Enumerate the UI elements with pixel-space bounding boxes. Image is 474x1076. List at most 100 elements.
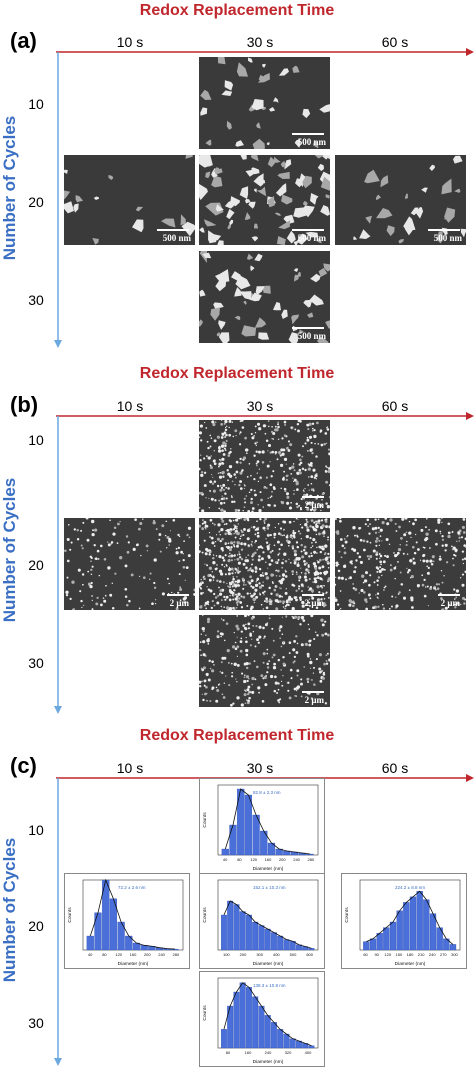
panel-c-col-30s: 30 s: [246, 760, 274, 776]
nanoparticle-dot: [297, 562, 299, 564]
nanoparticle-dot: [310, 482, 313, 485]
nanoparticle-dot: [324, 544, 328, 548]
nanoparticle-dot: [242, 587, 245, 590]
nanoparticle-dot: [305, 502, 308, 505]
nanoparticle-dot: [323, 535, 325, 537]
nanoparticle-dot: [90, 568, 93, 572]
nanoparticle-dot: [244, 674, 246, 676]
nanoparticle-dot: [321, 587, 323, 589]
flake-particle: [320, 205, 330, 216]
nanoparticle-dot: [225, 439, 228, 443]
histogram-bar: [277, 935, 284, 951]
flake-particle: [286, 230, 296, 244]
nanoparticle-dot: [231, 421, 234, 423]
flake-particle: [254, 317, 267, 328]
nanoparticle-dot: [412, 557, 415, 560]
nanoparticle-dot: [222, 619, 225, 622]
nanoparticle-dot: [301, 555, 305, 559]
nanoparticle-dot: [281, 573, 286, 577]
nanoparticle-dot: [259, 518, 262, 521]
y-axis-label: Counts: [202, 812, 208, 828]
nanoparticle-dot: [427, 566, 430, 570]
nanoparticle-dot: [319, 429, 323, 432]
nanoparticle-dot: [310, 519, 314, 522]
nanoparticle-dot: [310, 697, 314, 700]
nanoparticle-dot: [319, 577, 323, 581]
nanoparticle-dot: [393, 552, 395, 554]
nanoparticle-dot: [235, 531, 239, 535]
nanoparticle-dot: [441, 544, 444, 547]
nanoparticle-dot: [247, 685, 251, 689]
nanoparticle-dot: [109, 593, 113, 597]
nanoparticle-dot: [177, 591, 180, 594]
nanoparticle-dot: [228, 426, 230, 429]
panel-c-y-axis-label: Number of Cycles: [0, 837, 19, 983]
nanoparticle-dot: [309, 462, 313, 465]
nanoparticle-dot: [258, 625, 262, 629]
flake-particle: [215, 204, 224, 212]
nanoparticle-dot: [306, 607, 310, 610]
panel-a-scale-label: 500 nm: [433, 233, 462, 243]
flake-particle: [161, 218, 176, 228]
nanoparticle-dot: [111, 582, 114, 585]
nanoparticle-dot: [225, 433, 228, 437]
nanoparticle-dot: [247, 627, 250, 630]
nanoparticle-dot: [302, 445, 304, 448]
nanoparticle-dot: [285, 463, 287, 465]
nanoparticle-dot: [107, 566, 111, 570]
flake-particle: [276, 236, 286, 245]
nanoparticle-dot: [459, 603, 462, 606]
histogram-bar: [221, 848, 229, 856]
flake-particle: [293, 268, 299, 272]
nanoparticle-dot: [227, 487, 230, 490]
nanoparticle-dot: [385, 537, 389, 542]
nanoparticle-dot: [465, 546, 466, 549]
nanoparticle-dot: [397, 547, 402, 552]
flake-particle: [319, 104, 330, 113]
nanoparticle-dot: [315, 606, 319, 609]
nanoparticle-dot: [250, 594, 254, 598]
nanoparticle-dot: [344, 538, 346, 540]
nanoparticle-dot: [462, 531, 466, 534]
nanoparticle-dot: [299, 623, 302, 626]
histogram-annotation: 82.8 ± 2.3 nm: [253, 790, 281, 795]
nanoparticle-dot: [299, 596, 302, 600]
flake-particle: [294, 139, 301, 148]
nanoparticle-dot: [239, 487, 243, 490]
nanoparticle-dot: [253, 435, 255, 437]
nanoparticle-dot: [413, 551, 417, 555]
nanoparticle-dot: [220, 632, 224, 636]
nanoparticle-dot: [344, 564, 346, 567]
nanoparticle-dot: [245, 666, 249, 670]
nanoparticle-dot: [267, 534, 269, 536]
nanoparticle-dot: [254, 566, 258, 569]
nanoparticle-dot: [310, 546, 312, 549]
nanoparticle-dot: [321, 532, 324, 535]
nanoparticle-dot: [454, 606, 457, 609]
nanoparticle-dot: [254, 493, 257, 497]
nanoparticle-dot: [256, 520, 258, 523]
nanoparticle-dot: [379, 557, 381, 559]
nanoparticle-dot: [260, 603, 263, 606]
nanoparticle-dot: [215, 534, 218, 536]
nanoparticle-dot: [293, 640, 296, 643]
nanoparticle-dot: [209, 518, 213, 522]
nanoparticle-dot: [236, 570, 239, 573]
nanoparticle-dot: [280, 487, 282, 490]
nanoparticle-dot: [211, 599, 214, 603]
nanoparticle-dot: [253, 592, 256, 596]
nanoparticle-dot: [288, 641, 292, 644]
nanoparticle-dot: [376, 579, 379, 582]
nanoparticle-dot: [272, 438, 275, 440]
nanoparticle-dot: [210, 473, 213, 476]
nanoparticle-dot: [363, 591, 366, 594]
panel-a-col-30s: 30 s: [246, 34, 274, 50]
nanoparticle-dot: [281, 633, 284, 635]
nanoparticle-dot: [281, 616, 284, 618]
nanoparticle-dot: [211, 522, 214, 525]
nanoparticle-dot: [290, 426, 293, 429]
nanoparticle-dot: [299, 523, 302, 526]
nanoparticle-dot: [241, 672, 244, 675]
nanoparticle-dot: [285, 535, 289, 539]
flake-particle: [235, 140, 244, 147]
